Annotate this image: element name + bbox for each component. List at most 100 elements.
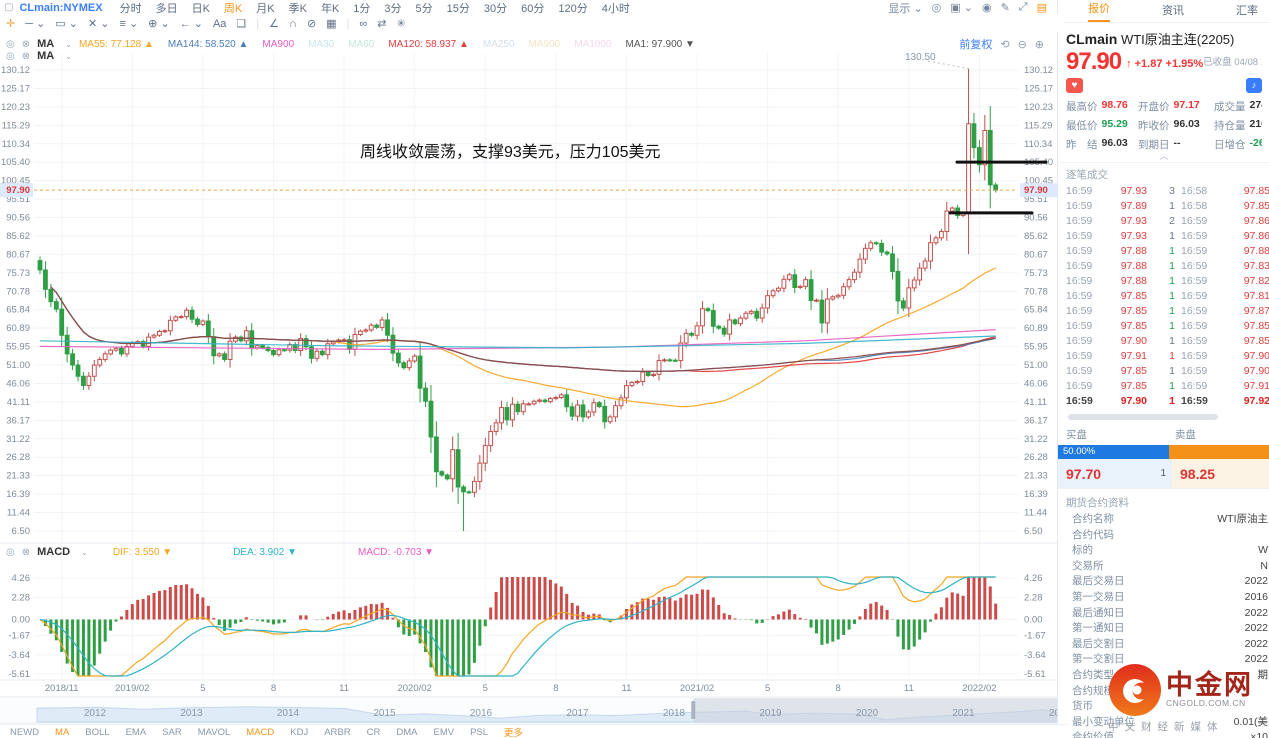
indicator-tab-NEWD[interactable]: NEWD: [10, 726, 40, 738]
magnet-icon[interactable]: ∩: [289, 17, 297, 30]
period-tab-4小时[interactable]: 4小时: [601, 2, 630, 15]
main-chart[interactable]: 130.12 130.12 125.17 125.17 120.23 120.23 115.…: [0, 0, 1057, 738]
svg-text:125.17: 125.17: [1024, 83, 1053, 94]
undo-icon[interactable]: ⟲: [1000, 38, 1010, 51]
dif-value[interactable]: DIF: 3.550 ▼: [112, 546, 173, 558]
ma-legend-item[interactable]: MA30: [308, 38, 335, 50]
period-tab-1分[interactable]: 1分: [353, 2, 371, 15]
comment-icon[interactable]: ❏: [236, 18, 247, 30]
panel-tab-资讯[interactable]: 资讯: [1162, 5, 1184, 17]
indicator-tab-SAR[interactable]: SAR: [162, 726, 182, 738]
collapse-chevron[interactable]: ︿: [1159, 151, 1169, 161]
indicator-tab-BOLL[interactable]: BOLL: [85, 726, 110, 738]
report-icon[interactable]: ▤: [1036, 2, 1047, 14]
ma-legend-item[interactable]: MA900: [262, 38, 295, 50]
contract-row: 标的 W: [1072, 544, 1268, 557]
indicator-settings-icon[interactable]: ◎: [6, 50, 15, 62]
svg-text:2022: 2022: [1049, 708, 1057, 719]
trades-scrollbar[interactable]: [1068, 414, 1218, 420]
ma-legend-item[interactable]: MA120: 58.937 ▲: [388, 38, 469, 50]
indicator-tab-ARBR[interactable]: ARBR: [324, 726, 351, 738]
text-icon[interactable]: Aa: [212, 17, 227, 30]
panel-tab-报价[interactable]: 报价: [1088, 0, 1110, 22]
indicator-tab-DMA[interactable]: DMA: [396, 726, 418, 738]
fibonacci-icon[interactable]: ✕ ⌄: [87, 18, 110, 30]
ma-legend-item[interactable]: MA250: [482, 38, 515, 50]
trash-icon[interactable]: ▦: [326, 18, 337, 30]
ma-legend-item[interactable]: MA55: 77.128 ▲: [78, 38, 154, 50]
period-tab-年K[interactable]: 年K: [320, 2, 340, 15]
period-tab-15分[interactable]: 15分: [446, 2, 470, 15]
ma-legend-item[interactable]: MA1: 97.900 ▼: [625, 38, 695, 50]
panel-tab-汇率[interactable]: 汇率: [1236, 5, 1258, 17]
link-icon[interactable]: ∞: [359, 17, 368, 30]
indicator-close-icon[interactable]: ⊗: [21, 50, 31, 62]
period-tab-月K[interactable]: 月K: [256, 2, 275, 15]
swap-icon[interactable]: ⇄: [377, 18, 387, 30]
indicator-tab-EMA[interactable]: EMA: [125, 726, 147, 738]
display-menu[interactable]: 显示 ⌄: [888, 2, 923, 15]
dea-value[interactable]: DEA: 3.902 ▼: [233, 546, 298, 558]
alert-icon[interactable]: ♪: [1246, 78, 1262, 93]
position-icon[interactable]: ⊕ ⌄: [148, 18, 170, 30]
ma-legend-item[interactable]: MA1000: [574, 38, 612, 50]
svg-text:115.29: 115.29: [2, 120, 30, 131]
period-tab-120分[interactable]: 120分: [558, 2, 588, 15]
indicator-name[interactable]: MACD: [37, 546, 71, 558]
indicator-tab-更多[interactable]: 更多: [504, 728, 524, 738]
target-icon[interactable]: ◎: [931, 2, 942, 14]
trade-row: 16:59 97.85 1 16:59 97.91: [1066, 380, 1269, 392]
panel-icon[interactable]: ▣ ⌄: [950, 2, 973, 14]
indicator-settings-icon[interactable]: ◎: [6, 546, 15, 558]
indicator-tab-EMV[interactable]: EMV: [433, 726, 455, 738]
macd-value[interactable]: MACD: -0.703 ▼: [358, 546, 435, 558]
trend-line-icon[interactable]: ─ ⌄: [25, 18, 46, 30]
period-tab-季K[interactable]: 季K: [288, 2, 307, 15]
period-tab-多日[interactable]: 多日: [155, 2, 178, 15]
watermark-site: CNGOLD.COM.CN: [1166, 697, 1246, 708]
indicator-tab-MA[interactable]: MA: [55, 726, 70, 738]
pencil-icon[interactable]: ✎: [1000, 2, 1010, 14]
period-tab-周K[interactable]: 周K: [223, 2, 243, 15]
period-tab-分时[interactable]: 分时: [119, 2, 142, 15]
indicator-tab-PSL[interactable]: PSL: [470, 726, 489, 738]
ma-legend-item[interactable]: MA900: [528, 38, 561, 50]
arrow-icon[interactable]: ← ⌄: [179, 18, 203, 30]
ma-legend-item[interactable]: MA144: 58.520 ▲: [167, 38, 249, 50]
move-icon[interactable]: ✛: [6, 18, 16, 30]
hide-icon[interactable]: ⊘: [306, 18, 317, 30]
settings-icon[interactable]: ✳: [396, 18, 406, 30]
sep: |: [256, 17, 260, 30]
indicator-settings-icon[interactable]: ◎: [6, 38, 15, 50]
zoom-out-icon[interactable]: ⊖: [1017, 38, 1027, 51]
indicator-name[interactable]: MA: [37, 38, 55, 50]
svg-text:120.23: 120.23: [1, 102, 30, 113]
period-tab-3分[interactable]: 3分: [384, 2, 402, 15]
fullscreen-icon[interactable]: ⤢: [1018, 1, 1028, 13]
period-tab-5分[interactable]: 5分: [415, 2, 433, 15]
indicator-close-icon[interactable]: ⊗: [21, 546, 31, 558]
svg-text:4.26: 4.26: [1024, 573, 1043, 584]
navigator-selection[interactable]: [691, 698, 1057, 722]
camera-icon[interactable]: ◉: [981, 2, 992, 14]
zoom-in-icon[interactable]: ⊕: [1034, 38, 1044, 51]
shape-rect-icon[interactable]: ▭ ⌄: [55, 18, 78, 30]
adjust-mode-button[interactable]: 前复权: [959, 39, 993, 51]
indicator-name[interactable]: MA: [37, 50, 55, 62]
period-tab-30分[interactable]: 30分: [483, 2, 508, 15]
indicator-tab-MACD[interactable]: MACD: [246, 726, 275, 738]
symbol-label[interactable]: CLmain:NYMEX: [19, 1, 103, 14]
indicator-tab-KDJ[interactable]: KDJ: [290, 726, 309, 738]
window-icon[interactable]: ▢: [4, 2, 14, 13]
angle-icon[interactable]: ∠: [269, 18, 280, 30]
indicator-tab-CR[interactable]: CR: [366, 726, 381, 738]
ma-legend-item[interactable]: MA60: [348, 38, 375, 50]
indicator-tab-MAVOL[interactable]: MAVOL: [197, 726, 231, 738]
indicator-close-icon[interactable]: ⊗: [21, 38, 31, 50]
period-tab-60分[interactable]: 60分: [521, 2, 545, 15]
favorite-button[interactable]: ♥: [1066, 78, 1083, 93]
pattern-icon[interactable]: ≡ ⌄: [119, 18, 139, 30]
svg-text:97.90: 97.90: [6, 185, 30, 196]
svg-text:31.22: 31.22: [1024, 434, 1048, 445]
period-tab-日K[interactable]: 日K: [191, 2, 210, 15]
